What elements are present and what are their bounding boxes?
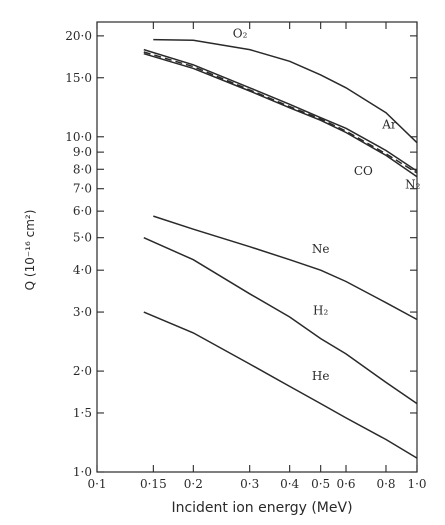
series-line-0 [153,38,418,144]
y-tick-label-8: 8·0 [73,162,92,176]
y-tick-label-12: 20·0 [65,29,92,43]
y-tick-label-11: 15·0 [65,71,92,85]
series-line-4 [153,215,418,321]
series-label-1: Ar [381,117,397,131]
x-tick-label-0: 0·1 [87,477,106,491]
y-tick-label-4: 4·0 [73,263,92,277]
x-tick-label-1: 0·15 [140,477,167,491]
x-tick-label-3: 0·3 [240,477,259,491]
y-axis-label: Q (10⁻¹⁶ cm²) [23,210,37,291]
series-label-5: H₂ [313,304,328,318]
series-line-1 [143,48,418,172]
x-tick-label-7: 0·8 [376,477,395,491]
y-tick-label-5: 5·0 [73,231,92,245]
x-tick-label-4: 0·4 [280,477,299,491]
series-label-0: O₂ [233,26,248,40]
y-tick-label-2: 2·0 [73,364,92,378]
series-label-4: Ne [312,242,330,256]
plot-frame [96,21,418,473]
series-annotations: O₂ Ar CO N₂ Ne H₂ He [233,26,421,383]
y-tick-label-10: 10·0 [65,130,92,144]
series-line-3 [143,52,418,178]
x-axis-label: Incident ion energy (MeV) [171,500,352,516]
y-tick-label-7: 7·0 [73,182,92,196]
y-tick-label-3: 3·0 [73,305,92,319]
series-label-6: He [312,369,330,383]
series-line-5 [143,237,418,405]
y-tick-label-1: 1·5 [73,406,92,420]
series-line-2 [143,51,418,174]
series-group [143,38,418,459]
x-tick-label-8: 1·0 [407,477,426,491]
axis-ticks: 0·1 0·15 0·2 0·3 0·4 0·5 0·6 0·8 1·0 1·0 1·5 2·0 3·0… [65,22,427,491]
series-label-3: N₂ [405,178,421,192]
x-tick-label-6: 0·6 [336,477,355,491]
y-tick-label-0: 1·0 [73,465,92,479]
y-tick-label-6: 6·0 [73,204,92,218]
series-line-6 [143,311,418,459]
y-tick-label-9: 9·0 [73,145,92,159]
series-label-2: CO [354,164,373,178]
x-tick-label-5: 0·5 [311,477,330,491]
x-tick-label-2: 0·2 [184,477,203,491]
